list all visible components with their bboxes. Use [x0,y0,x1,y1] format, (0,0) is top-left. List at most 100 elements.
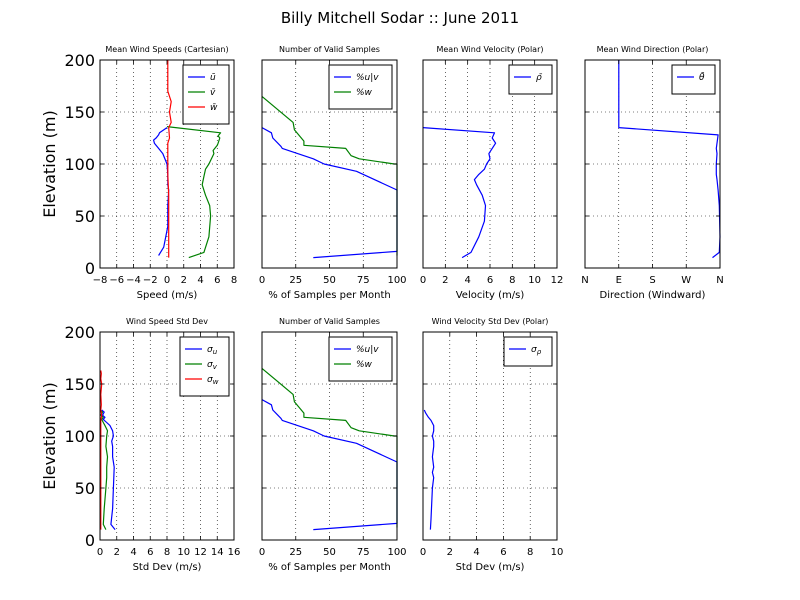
x-tick-label: 12 [551,275,564,286]
x-tick-label: 0 [420,275,426,286]
x-tick-label: 6 [500,547,506,558]
x-tick-label: 2 [447,547,453,558]
legend-label: σv [207,360,218,371]
x-tick-label: −2 [143,275,158,286]
y-tick-label: 100 [64,155,95,174]
x-tick-label: 0 [164,275,170,286]
subplot-title: Mean Wind Speeds (Cartesian) [105,45,228,54]
x-tick-label: 6 [487,275,493,286]
x-tick-label: 8 [509,275,515,286]
x-tick-label: 4 [130,547,136,558]
x-tick-label: 0 [420,547,426,558]
legend-label: σρ [531,345,542,356]
x-tick-label: −6 [109,275,124,286]
legend-label: θ̄ [699,71,705,83]
x-tick-label: 2 [442,275,448,286]
x-tick-label: 10 [528,275,541,286]
x-axis-label: % of Samples per Month [268,562,391,573]
subplot-6: 0 25 50 75 100 Number of Valid Samples % of Sa… [259,317,407,573]
subplot-title: Number of Valid Samples [279,317,380,326]
x-tick-label: 50 [323,547,336,558]
legend-label: σw [207,375,219,386]
series-line [422,127,497,259]
x-axis-label: Speed (m/s) [137,290,198,301]
x-tick-label: 6 [214,275,220,286]
x-axis-label: Std Dev (m/s) [456,562,525,573]
series-line [99,409,109,530]
x-tick-label: 0 [97,547,103,558]
y-tick-label: 0 [85,259,95,278]
x-tick-label: 16 [228,547,241,558]
x-tick-label: −8 [93,275,108,286]
y-tick-label: 200 [64,323,95,342]
y-tick-label: 150 [64,375,95,394]
subplot-title: Wind Speed Std Dev [126,317,208,326]
x-tick-label: 8 [231,275,237,286]
x-tick-label: 8 [164,547,170,558]
subplot-title: Number of Valid Samples [279,45,380,54]
subplot-title: Mean Wind Velocity (Polar) [436,45,543,54]
x-tick-label: 0 [259,547,265,558]
x-tick-label: 0 [259,275,265,286]
legend-label: %u|v [356,73,379,83]
series-line [423,409,435,530]
figure-title: Billy Mitchell Sodar :: June 2011 [280,9,520,27]
x-tick-label: 75 [357,547,370,558]
x-tick-label: 6 [147,547,153,558]
series-line [153,127,170,256]
x-tick-label: 2 [181,275,187,286]
x-tick-label: N [716,275,723,286]
legend-label: %u|v [356,345,379,355]
legend: σρ [503,336,553,367]
legend: %u|v %w [328,64,393,110]
series-line [166,126,222,259]
y-axis-label: Elevation (m) [40,110,59,217]
legend-label: v̄ [210,88,216,98]
legend-label: ū [210,73,216,83]
x-tick-label: −4 [126,275,141,286]
x-tick-label: 25 [289,275,302,286]
y-tick-label: 0 [85,531,95,550]
legend: %u|v %w [328,336,393,382]
y-axis-label: Elevation (m) [40,382,59,489]
legend: ρ̄ [508,64,553,95]
subplot-7: 0 2 4 6 8 10 Wind Velocity Std Dev (Polar) Std … [420,317,564,573]
x-tick-label: 4 [473,547,479,558]
x-tick-label: E [616,275,622,286]
x-tick-label: S [649,275,655,286]
subplot-4: N E S W N Mean Wind Direction (Polar) Directio… [581,45,723,301]
x-tick-label: 12 [194,547,207,558]
x-tick-label: 50 [323,275,336,286]
x-tick-label: 10 [551,547,564,558]
y-tick-label: 200 [64,51,95,70]
x-axis-label: Velocity (m/s) [456,290,525,301]
x-tick-label: W [681,275,691,286]
x-axis-label: % of Samples per Month [268,290,391,301]
x-tick-label: 8 [527,547,533,558]
x-tick-label: 10 [177,547,190,558]
x-tick-label: 100 [387,547,406,558]
subplot-2: 0 25 50 75 100 Number of Valid Samples % of Sa… [259,45,407,301]
x-tick-label: 25 [289,547,302,558]
legend: θ̄ [671,64,716,95]
series-line [100,370,103,530]
x-tick-label: 75 [357,275,370,286]
subplot-3: 0 2 4 6 8 10 12 Mean Wind Velocity (Polar) Veloc… [420,45,564,301]
y-tick-label: 150 [64,103,95,122]
x-tick-label: 4 [464,275,470,286]
subplot-title: Wind Velocity Std Dev (Polar) [432,317,549,326]
legend-label: ρ̄ [536,73,543,83]
x-tick-label: 4 [197,275,203,286]
x-tick-label: 2 [114,547,120,558]
y-tick-label: 50 [75,207,95,226]
x-tick-label: N [581,275,588,286]
x-axis-label: Direction (Windward) [600,290,706,301]
y-tick-label: 50 [75,479,95,498]
legend: ū v̄ w̄ [182,64,230,125]
x-axis-label: Std Dev (m/s) [133,562,202,573]
y-tick-label: 100 [64,427,95,446]
